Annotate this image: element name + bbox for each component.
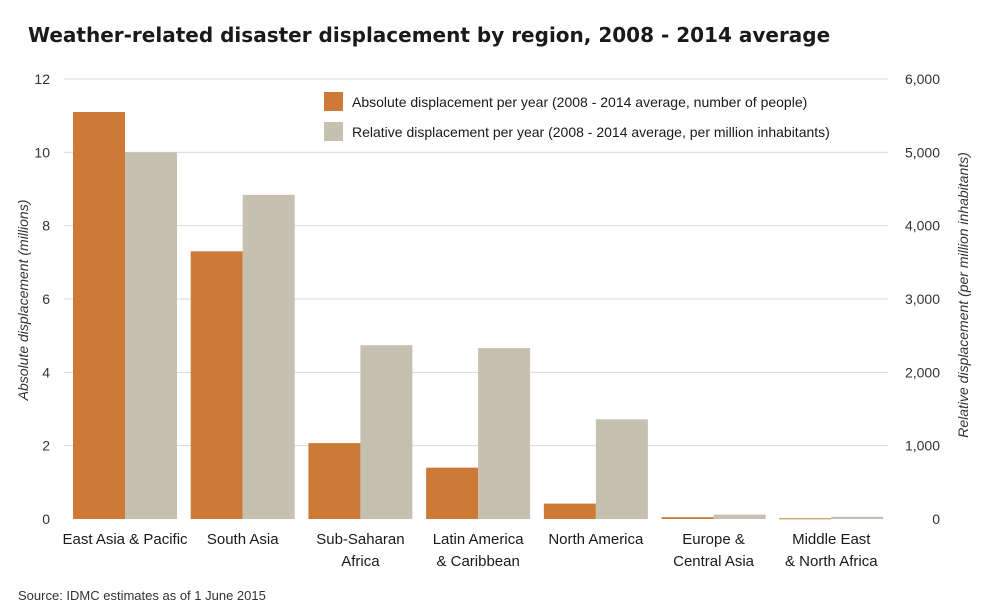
category-label: Latin America & Caribbean [433, 531, 525, 570]
category-label: East Asia & Pacific [62, 531, 188, 548]
right-tick-label: 0 [932, 511, 940, 527]
source-note: Source: IDMC estimates as of 1 June 2015 [18, 588, 266, 603]
bars [73, 112, 884, 520]
left-tick-label: 2 [42, 438, 50, 454]
bar-absolute [426, 467, 479, 519]
chart-title: Weather-related disaster displacement by… [28, 23, 830, 47]
bar-relative [478, 348, 531, 519]
right-axis-ticks: 0 1,000 2,000 3,000 4,000 5,000 6,000 [905, 71, 940, 527]
left-tick-label: 0 [42, 511, 50, 527]
bar-absolute [543, 503, 596, 519]
left-axis-ticks: 0 2 4 6 8 10 12 [34, 71, 50, 527]
left-tick-label: 12 [34, 71, 50, 87]
right-tick-label: 1,000 [905, 438, 940, 454]
legend-label: Absolute displacement per year (2008 - 2… [352, 94, 807, 110]
right-tick-label: 5,000 [905, 144, 940, 160]
category-labels: East Asia & Pacific South Asia Sub-Saharan… [62, 531, 878, 570]
right-tick-label: 2,000 [905, 364, 940, 380]
bar-relative [713, 514, 766, 519]
bar-absolute [779, 518, 832, 520]
right-tick-label: 4,000 [905, 218, 940, 234]
left-tick-label: 4 [42, 364, 50, 380]
bar-absolute [308, 443, 361, 519]
category-label: South Asia [207, 531, 279, 548]
category-label: Europe & Central Asia [673, 531, 755, 570]
bar-relative [595, 419, 648, 519]
left-tick-label: 8 [42, 218, 50, 234]
bar-relative [125, 152, 177, 520]
bar-relative [831, 516, 884, 519]
bar-absolute [661, 517, 714, 519]
bar-relative [242, 194, 295, 519]
bar-absolute [190, 251, 243, 520]
category-label: Middle East & North Africa [785, 531, 878, 570]
right-tick-label: 6,000 [905, 71, 940, 87]
category-label: Sub-Saharan Africa [316, 531, 404, 570]
bar-absolute [73, 112, 125, 519]
left-tick-label: 10 [34, 144, 50, 160]
left-axis-label: Absolute displacement (millions) [15, 200, 31, 402]
category-label: North America [548, 531, 644, 548]
legend-label: Relative displacement per year (2008 - 2… [352, 124, 830, 140]
bar-relative [360, 345, 413, 519]
legend: Absolute displacement per year (2008 - 2… [324, 92, 830, 141]
legend-swatch [324, 92, 343, 111]
right-tick-label: 3,000 [905, 291, 940, 307]
right-axis-label: Relative displacement (per million inhab… [955, 152, 971, 438]
legend-swatch [324, 122, 343, 141]
left-tick-label: 6 [42, 291, 50, 307]
